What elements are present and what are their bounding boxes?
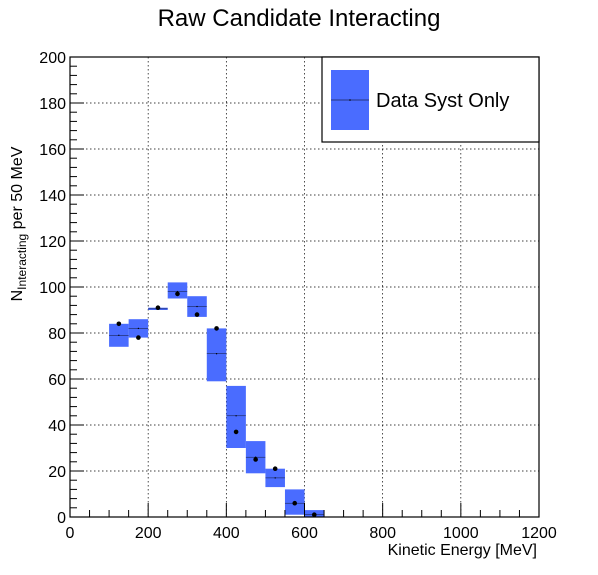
data-point-1	[136, 335, 141, 340]
axis-ticks	[69, 56, 540, 518]
legend-marker	[349, 99, 351, 101]
y-tick-label-3: 60	[48, 372, 66, 389]
y-axis-label-main: N	[9, 290, 26, 302]
x-tick-label-0: 0	[66, 525, 75, 542]
x-tick-label-6: 1200	[521, 525, 557, 542]
data-band-center-dot-1	[137, 327, 140, 330]
data-band-center-dot-5	[215, 353, 218, 355]
y-tick-label-1: 20	[48, 464, 66, 481]
x-tick-label-5: 1000	[443, 525, 479, 542]
legend: Data Syst Only	[321, 56, 540, 143]
legend-label: Data Syst Only	[376, 90, 509, 112]
data-point-6	[233, 429, 239, 435]
data-band-3	[167, 282, 188, 299]
data-point-5	[214, 326, 219, 331]
data-point-7	[253, 457, 258, 462]
chart-title: Raw Candidate Interacting	[158, 5, 441, 32]
y-tick-label-4: 80	[48, 326, 66, 343]
y-tick-label-8: 160	[39, 142, 66, 159]
data-bands	[109, 282, 325, 517]
data-band-center-dot-4	[196, 305, 198, 308]
data-point-4	[194, 312, 200, 317]
data-point-2	[155, 305, 161, 311]
data-point-3	[175, 291, 180, 297]
x-tick-label-4: 800	[369, 525, 396, 542]
x-axis-label: Kinetic Energy [MeV]	[388, 542, 537, 559]
y-tick-label-6: 120	[39, 234, 66, 251]
x-tick-label-1: 200	[135, 525, 162, 542]
x-tick-label-3: 600	[291, 525, 318, 542]
y-tick-label-7: 140	[39, 188, 66, 205]
data-band-center-dot-8	[274, 477, 276, 479]
y-tick-label-9: 180	[39, 96, 66, 113]
y-axis-label: NInteracting per 50 MeV	[9, 146, 29, 301]
y-tick-label-10: 200	[39, 50, 66, 67]
data-point-0	[116, 321, 122, 327]
y-tick-label-5: 100	[39, 280, 66, 297]
data-band-6	[226, 385, 246, 448]
data-markers	[109, 290, 325, 517]
x-tick-labels: 0 200 400 600 800 1000 1200	[66, 525, 557, 542]
y-tick-label-2: 40	[48, 418, 66, 435]
y-axis-label-suffix: per 50 MeV	[9, 146, 26, 233]
y-axis-label-subscript: Interacting	[15, 234, 29, 290]
data-band-center-dot-6	[235, 415, 237, 417]
y-tick-labels: 0 20 40 60 80 100 120 140 160 180 200	[39, 50, 66, 527]
data-point-10	[311, 512, 317, 517]
data-band-5	[206, 328, 227, 382]
data-band-center-dot-0	[118, 334, 120, 336]
data-point-9	[292, 500, 298, 506]
y-tick-label-0: 0	[57, 510, 66, 527]
data-point-8	[272, 466, 278, 472]
x-tick-label-2: 400	[213, 525, 240, 542]
